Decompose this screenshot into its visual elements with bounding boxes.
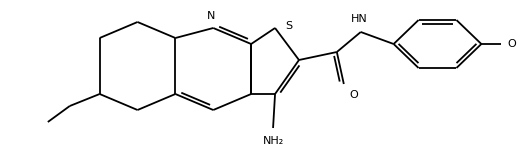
Text: O: O [507,39,516,49]
Text: O: O [350,90,358,100]
Text: N: N [207,11,215,21]
Text: NH₂: NH₂ [263,136,284,146]
Text: HN: HN [350,14,367,24]
Text: S: S [285,21,292,31]
